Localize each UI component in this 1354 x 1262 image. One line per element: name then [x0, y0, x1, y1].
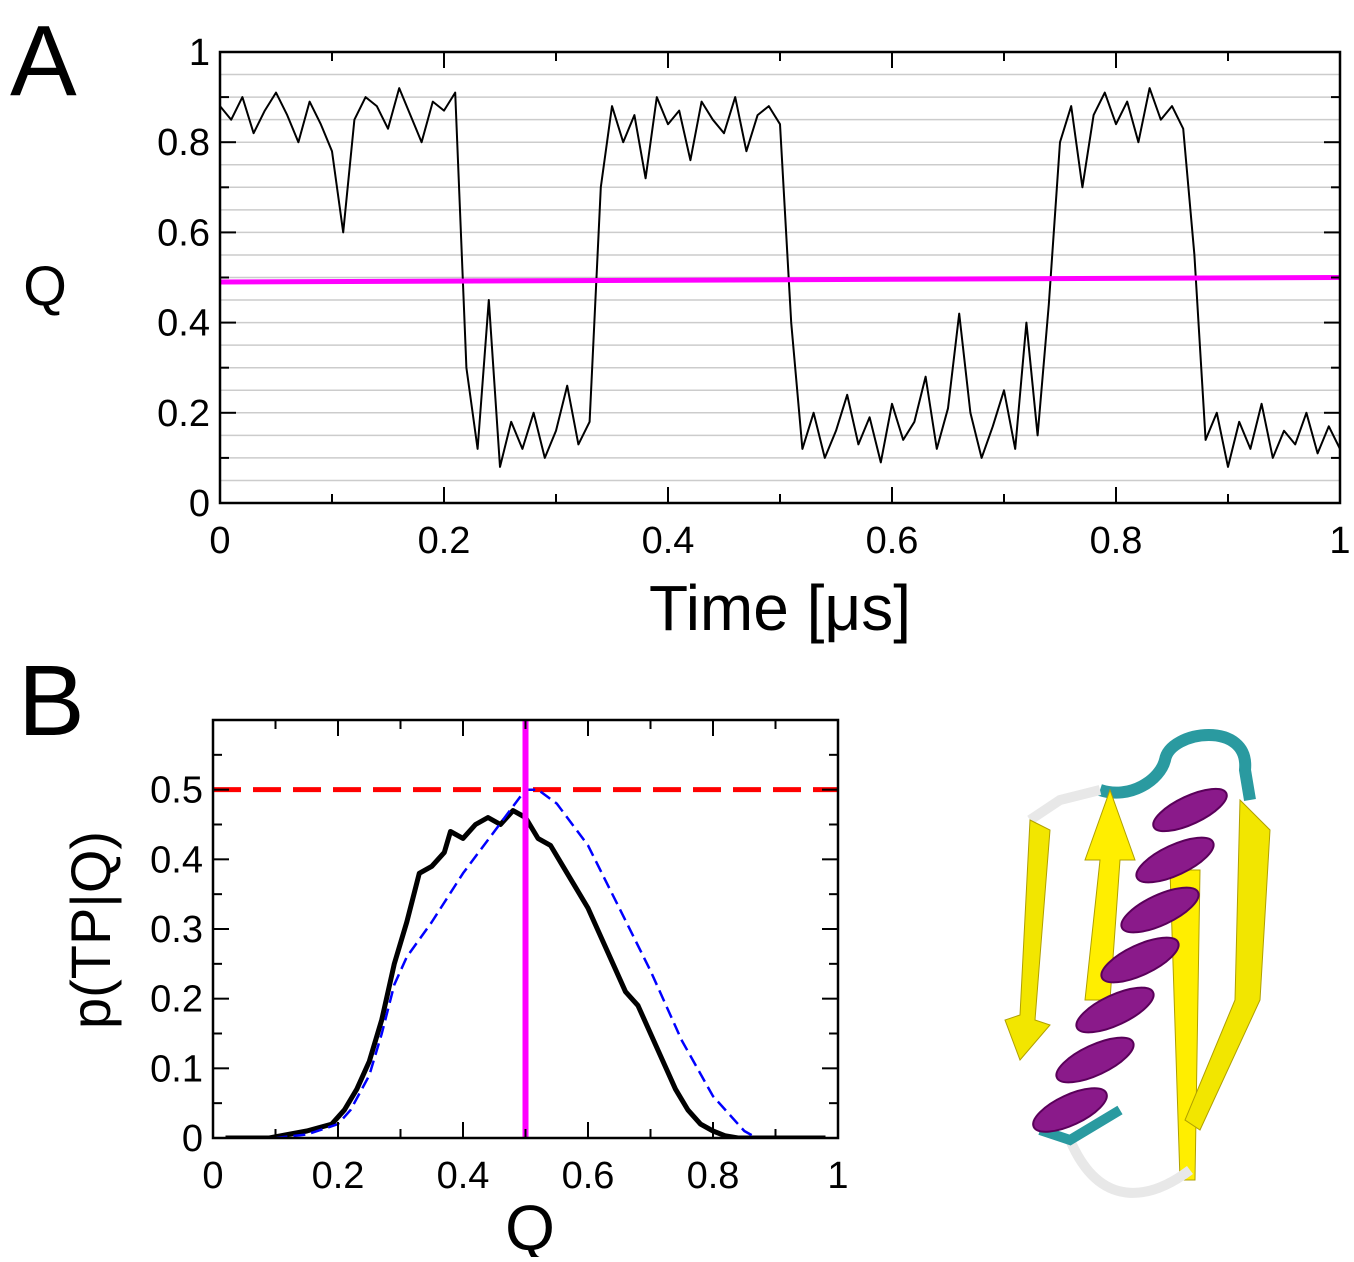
x-tick-label: 0.8: [687, 1155, 740, 1197]
x-tick-label: 0.6: [866, 520, 919, 562]
panel-label: B: [18, 645, 85, 757]
x-tick-label: 1: [1329, 520, 1350, 562]
x-tick-label: 0.6: [562, 1155, 615, 1197]
x-tick-label: 0.4: [437, 1155, 490, 1197]
x-tick-label: 0.2: [418, 520, 471, 562]
y-tick-label: 0.4: [157, 303, 210, 345]
y-tick-label: 0: [182, 1118, 203, 1160]
data-line: [220, 275, 1340, 285]
y-tick-label: 0.1: [150, 1048, 203, 1090]
x-tick-label: 0: [202, 1155, 223, 1197]
y-tick-label: 0: [189, 483, 210, 525]
y-tick-label: 1: [189, 32, 210, 74]
data-line: [220, 87, 1340, 468]
protein-structure: [1004, 729, 1271, 1198]
x-axis-title: Q: [505, 1192, 555, 1257]
x-tick-label: 0: [209, 520, 230, 562]
y-tick-label: 0.6: [157, 212, 210, 254]
y-axis-title: Q: [23, 254, 67, 317]
x-axis-title: Time [μs]: [649, 572, 911, 644]
y-tick-label: 0.2: [150, 979, 203, 1021]
y-tick-label: 0.2: [157, 393, 210, 435]
x-tick-label: 0.2: [312, 1155, 365, 1197]
x-tick-label: 0.8: [1090, 520, 1143, 562]
y-tick-label: 0.4: [150, 839, 203, 881]
x-tick-label: 1: [827, 1155, 848, 1197]
data-line: [275, 788, 758, 1138]
x-tick-label: 0.4: [642, 520, 695, 562]
data-line: [225, 808, 826, 1138]
panel-label: A: [10, 5, 77, 117]
y-tick-label: 0.5: [150, 770, 203, 812]
y-tick-label: 0.8: [157, 122, 210, 164]
y-tick-label: 0.3: [150, 909, 203, 951]
y-axis-title: p(TP|Q): [59, 831, 122, 1029]
